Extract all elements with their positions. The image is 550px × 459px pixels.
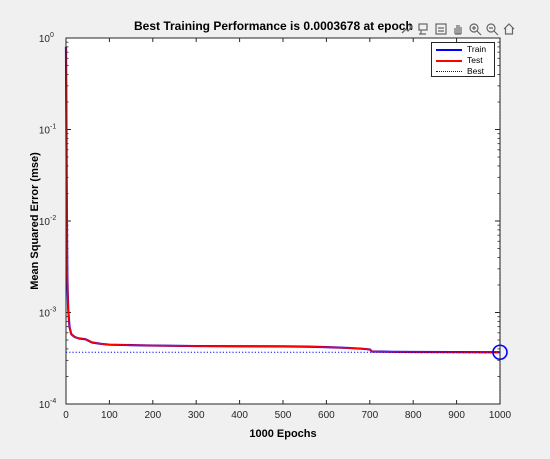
legend-item-train: Train	[432, 44, 494, 55]
y-tick-label-base: 10	[39, 400, 51, 411]
axes-toolbar	[399, 20, 517, 38]
legend-swatch-test	[436, 59, 462, 62]
legend-swatch-train	[436, 48, 462, 51]
y-tick-label-base: 10	[39, 309, 51, 320]
home-icon[interactable]	[501, 21, 517, 37]
brush-icon[interactable]	[433, 21, 449, 37]
axes-box	[65, 37, 501, 405]
chart-title: Best Training Performance is 0.0003678 a…	[134, 19, 413, 33]
data-tips-icon[interactable]	[416, 21, 432, 37]
x-tick-label: 200	[144, 410, 161, 421]
y-tick-label-exponent: -1	[50, 124, 56, 131]
x-tick-label: 100	[101, 410, 118, 421]
legend-item-test: Test	[432, 55, 494, 66]
zoom-in-icon[interactable]	[467, 21, 483, 37]
x-tick-label: 300	[188, 410, 205, 421]
legend-label-train: Train	[467, 44, 487, 54]
y-tick-label-base: 10	[39, 217, 51, 228]
y-tick-label-exponent: -2	[50, 215, 56, 222]
x-tick-label: 600	[318, 410, 335, 421]
x-tick-label: 800	[405, 410, 422, 421]
x-tick-label: 0	[63, 410, 69, 421]
pan-icon[interactable]	[450, 21, 466, 37]
x-axis-label: 1000 Epochs	[249, 428, 316, 440]
plot-area	[66, 38, 500, 404]
legend-label-best: Best	[467, 66, 485, 76]
y-tick-label-exponent: -3	[50, 307, 56, 314]
legend-label-test: Test	[467, 55, 483, 65]
y-tick-label-base: 10	[39, 126, 51, 137]
export-icon[interactable]	[399, 21, 415, 37]
legend-swatch-best	[436, 71, 462, 72]
x-tick-label: 700	[361, 410, 378, 421]
y-tick-label-exponent: -4	[50, 398, 56, 405]
y-tick-label-exponent: 0	[50, 32, 54, 39]
x-tick-label: 400	[231, 410, 248, 421]
x-tick-label: 1000	[489, 410, 512, 421]
y-axis-label: Mean Squared Error (mse)	[29, 152, 41, 290]
x-tick-label: 500	[275, 410, 292, 421]
x-tick-label: 900	[448, 410, 465, 421]
series-line-test	[65, 46, 501, 354]
legend: Train Test Best	[431, 42, 495, 77]
y-tick-label-base: 10	[39, 34, 51, 45]
zoom-out-icon[interactable]	[484, 21, 500, 37]
legend-item-best: Best	[432, 66, 494, 77]
